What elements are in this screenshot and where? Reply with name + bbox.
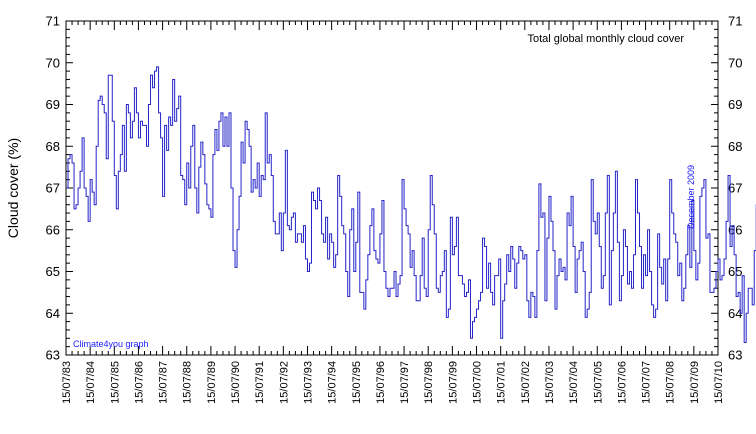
y-tick-label-right: 70 [728,55,742,70]
x-tick-label: 15/07/94 [327,361,339,404]
x-tick-label: 15/07/88 [182,361,194,404]
y-tick-label-left: 68 [46,139,60,154]
y-tick-label-right: 68 [728,139,742,154]
y-tick-label-left: 66 [46,222,60,237]
x-tick-label: 15/07/02 [520,361,532,404]
cloud-cover-series-line [66,66,756,343]
x-tick-label: 15/07/08 [665,361,677,404]
y-tick-label-left: 70 [46,55,60,70]
y-tick-label-right: 63 [728,348,742,363]
x-tick-label: 15/07/95 [351,361,363,404]
y-tick-label-right: 67 [728,181,742,196]
y-tick-label-left: 64 [46,306,60,321]
chart-title: Total global monthly cloud cover [527,33,684,45]
y-tick-label-left: 71 [46,14,60,29]
x-tick-label: 15/07/87 [158,361,170,404]
x-tick-label: 15/07/86 [133,361,145,404]
y-tick-label-left: 69 [46,97,60,112]
y-tick-label-right: 71 [728,14,742,29]
plot-frame [65,20,719,356]
x-tick-label: 15/07/00 [472,361,484,404]
y-tick-label-left: 63 [46,348,60,363]
x-tick-label: 15/07/92 [278,361,290,404]
x-tick-label: 15/07/03 [544,361,556,404]
y-tick-label-left: 67 [46,181,60,196]
x-tick-label: 15/07/09 [689,361,701,404]
y-tick-label-left: 65 [46,264,60,279]
x-tick-label: 15/07/91 [254,361,266,404]
x-tick-label: 15/07/89 [206,361,218,404]
credit-label: Climate4you graph [73,339,149,349]
x-tick-label: 15/07/90 [230,361,242,404]
y-tick-label-right: 65 [728,264,742,279]
x-tick-label: 15/07/96 [375,361,387,404]
x-tick-label: 15/07/99 [447,361,459,404]
x-tick-label: 15/07/05 [592,361,604,404]
y-axis-label: Cloud cover (%) [5,138,21,238]
x-tick-label: 15/07/97 [399,361,411,404]
date-note: December 2009 [686,165,696,229]
x-tick-label: 15/07/06 [616,361,628,404]
x-tick-label: 15/07/85 [109,361,121,404]
x-tick-label: 15/07/98 [423,361,435,404]
y-tick-label-right: 64 [728,306,742,321]
x-tick-label: 15/07/93 [302,361,314,404]
x-tick-label: 15/07/07 [641,361,653,404]
x-tick-label: 15/07/10 [713,361,725,404]
x-tick-label: 15/07/83 [61,361,73,404]
x-tick-label: 15/07/04 [568,361,580,404]
y-tick-label-right: 69 [728,97,742,112]
x-tick-label: 15/07/01 [496,361,508,404]
x-axis: 15/07/83 15/07/84 15/07/85 15/07/86 15/07/87… [61,21,725,404]
x-tick-label: 15/07/84 [85,361,97,404]
